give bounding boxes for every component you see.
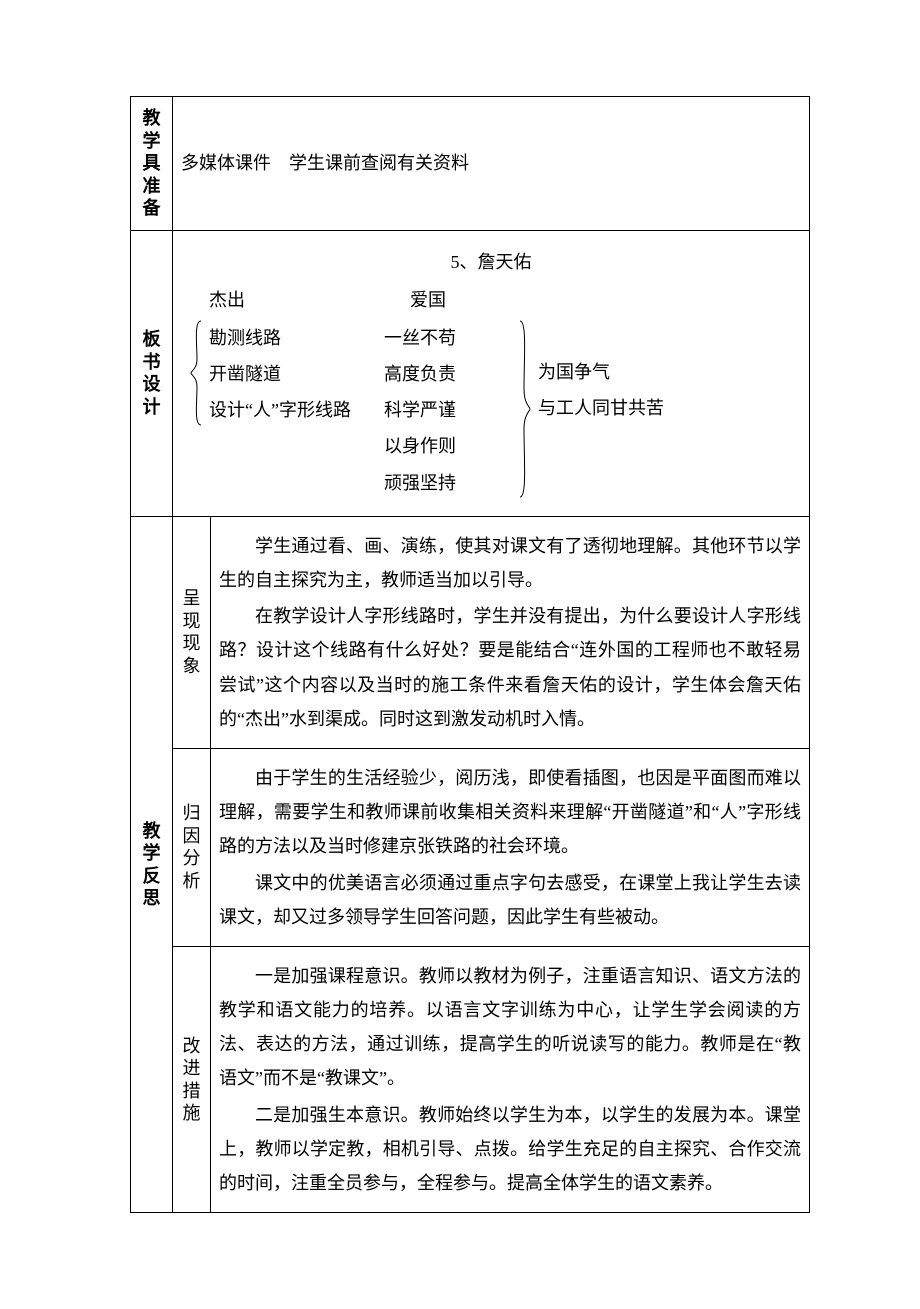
para: 课文中的优美语言必须通过重点字句去感受，在课堂上我让学生去读课文，却又过多领导学… xyxy=(219,866,801,934)
content-cause: 由于学生的生活经验少，阅历浅，即使看插图，也因是平面图而难以理解，需要学生和教师… xyxy=(211,748,810,946)
para: 一是加强课程意识。教师以教材为例子，注重语言知识、语文方法的教学和语文能力的培养… xyxy=(219,959,801,1096)
board-row: 勘测线路 开凿隧道 设计“人”字形线路 一丝不苟 高度负责 科学严谨 以身作则 … xyxy=(189,319,793,502)
board-c-0: 为国争气 xyxy=(538,355,664,389)
board-c-1: 与工人同甘共苦 xyxy=(538,391,664,425)
board-a-1: 开凿隧道 xyxy=(209,357,372,391)
page: 教学具准备 多媒体课件 学生课前查阅有关资料 板书设计 5、詹天佑 杰出 爱国 xyxy=(0,0,920,1309)
label-materials: 教学具准备 xyxy=(131,97,173,231)
sublabel-improve: 改进措施 xyxy=(173,946,211,1212)
row-reflect-3: 改进措施 一是加强课程意识。教师以教材为例子，注重语言知识、语文方法的教学和语文… xyxy=(131,946,810,1212)
board-a-0: 勘测线路 xyxy=(209,321,372,355)
content-materials: 多媒体课件 学生课前查阅有关资料 xyxy=(173,97,810,231)
board-a-2: 设计“人”字形线路 xyxy=(209,393,372,427)
brace-right xyxy=(518,319,532,499)
row-reflect-2: 归因分析 由于学生的生活经验少，阅历浅，即使看插图，也因是平面图而难以理解，需要… xyxy=(131,748,810,946)
materials-text: 多媒体课件 学生课前查阅有关资料 xyxy=(181,153,469,173)
brace-left xyxy=(189,319,203,427)
board-wrap: 5、詹天佑 杰出 爱国 xyxy=(181,241,801,506)
board-col-c: 为国争气 与工人同甘共苦 xyxy=(532,319,670,427)
content-board: 5、詹天佑 杰出 爱国 xyxy=(173,230,810,516)
sublabel-text: 呈现现象 xyxy=(181,587,202,677)
board-col-a: 勘测线路 开凿隧道 设计“人”字形线路 xyxy=(203,319,378,430)
board-title: 5、詹天佑 xyxy=(189,245,793,279)
label-text: 板书设计 xyxy=(139,328,164,418)
row-materials: 教学具准备 多媒体课件 学生课前查阅有关资料 xyxy=(131,97,810,231)
board-b-3: 以身作则 xyxy=(384,429,512,463)
sublabel-phenomenon: 呈现现象 xyxy=(173,516,211,748)
board-heads: 杰出 爱国 xyxy=(189,283,793,317)
sublabel-cause: 归因分析 xyxy=(173,748,211,946)
label-board: 板书设计 xyxy=(131,230,173,516)
sublabel-text: 改进措施 xyxy=(181,1035,202,1125)
board-b-1: 高度负责 xyxy=(384,357,512,391)
label-text: 教学具准备 xyxy=(139,107,164,220)
content-improve: 一是加强课程意识。教师以教材为例子，注重语言知识、语文方法的教学和语文能力的培养… xyxy=(211,946,810,1212)
board-b-2: 科学严谨 xyxy=(384,393,512,427)
board-b-0: 一丝不苟 xyxy=(384,321,512,355)
board-b-4: 顽强坚持 xyxy=(384,466,512,500)
sublabel-text: 归因分析 xyxy=(181,802,202,892)
content-phenomenon: 学生通过看、画、演练，使其对课文有了透彻地理解。其他环节以学生的自主探究为主，教… xyxy=(211,516,810,748)
head-right: 爱国 xyxy=(364,283,446,317)
para: 二是加强生本意识。教师始终以学生为本，以学生的发展为本。课堂上，教师以学定教，相… xyxy=(219,1098,801,1201)
label-text: 教学反思 xyxy=(139,820,164,910)
head-left: 杰出 xyxy=(189,283,364,317)
row-reflect-1: 教学反思 呈现现象 学生通过看、画、演练，使其对课文有了透彻地理解。其他环节以学… xyxy=(131,516,810,748)
label-reflect: 教学反思 xyxy=(131,516,173,1212)
row-board: 板书设计 5、詹天佑 杰出 爱国 xyxy=(131,230,810,516)
para: 学生通过看、画、演练，使其对课文有了透彻地理解。其他环节以学生的自主探究为主，教… xyxy=(219,529,801,597)
para: 由于学生的生活经验少，阅历浅，即使看插图，也因是平面图而难以理解，需要学生和教师… xyxy=(219,761,801,864)
para: 在教学设计人字形线路时，学生并没有提出，为什么要设计人字形线路？设计这个线路有什… xyxy=(219,599,801,736)
lesson-table: 教学具准备 多媒体课件 学生课前查阅有关资料 板书设计 5、詹天佑 杰出 爱国 xyxy=(130,96,810,1213)
board-col-b: 一丝不苟 高度负责 科学严谨 以身作则 顽强坚持 xyxy=(378,319,518,502)
